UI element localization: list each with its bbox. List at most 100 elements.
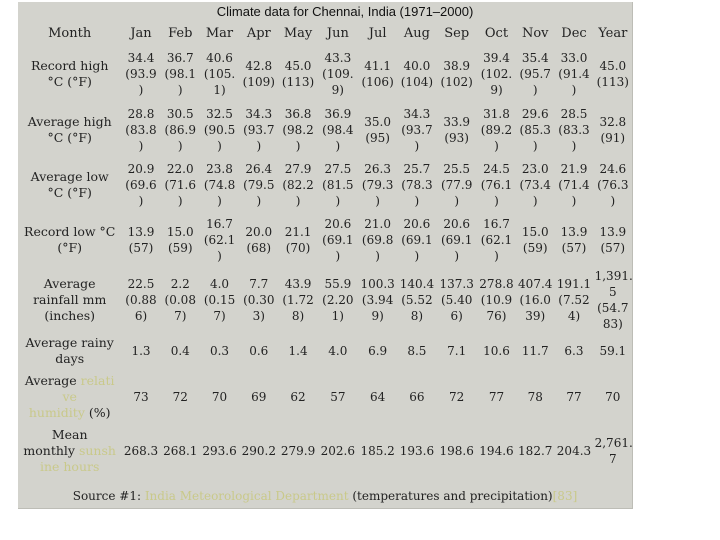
table-cell: 7.1 bbox=[447, 344, 467, 358]
table-cell: 7.7 (0.30 3) bbox=[243, 277, 275, 323]
table-cell: 64 bbox=[369, 390, 386, 404]
table-title: Climate data for Chennai, India (1971–20… bbox=[216, 4, 474, 19]
table-cell: 278.8 (10.9 76) bbox=[479, 277, 514, 323]
table-cell: 204.3 bbox=[556, 444, 592, 458]
table-cell: 26.3 (79.3 ) bbox=[361, 162, 394, 208]
table-cell: 77 bbox=[566, 390, 582, 404]
climate-table-panel: Climate data for Chennai, India (1971–20… bbox=[18, 2, 633, 509]
table-row: Average rainy days 1.3 0.4 0.3 0.6 1.4 4.0 6.9 8… bbox=[18, 332, 632, 370]
table-row: Average rainfall mm (inches) 22.5 (0.88 6… bbox=[18, 268, 632, 332]
table-cell: 27.9 (82.2 ) bbox=[282, 162, 314, 208]
table-cell: 27.5 (81.5 ) bbox=[322, 162, 354, 208]
table-cell: 22.0 (71.6 ) bbox=[164, 162, 196, 208]
table-cell: 1,391. 5 (54.7 83) bbox=[594, 269, 632, 331]
table-cell: 36.9 (98.4 ) bbox=[322, 107, 354, 153]
row-label-text: Record high °C (°F) bbox=[30, 58, 109, 89]
table-cell: 43.3 (109. 9) bbox=[322, 51, 354, 97]
month-header: Aug bbox=[403, 26, 430, 41]
table-cell: 35.0 (95) bbox=[364, 115, 391, 145]
table-cell: 21.1 (70) bbox=[284, 225, 312, 255]
month-header: Oct bbox=[484, 26, 509, 41]
table-cell: 407.4 (16.0 39) bbox=[518, 277, 553, 323]
table-cell: 0.6 bbox=[249, 344, 269, 358]
table-cell: 34.4 (93.9 ) bbox=[125, 51, 157, 97]
source-note: Source #1: India Meteorological Departme… bbox=[18, 489, 632, 507]
table-cell: 70 bbox=[605, 390, 621, 404]
table-cell: 38.9 (102) bbox=[440, 59, 473, 89]
table-cell: 290.2 bbox=[241, 444, 276, 458]
row-label: Record high °C (°F) bbox=[18, 46, 121, 102]
table-cell: 42.8 (109) bbox=[242, 59, 275, 89]
row-label-text: Average low °C (°F) bbox=[30, 169, 109, 200]
table-cell: 194.6 bbox=[479, 444, 514, 458]
table-cell: 6.9 bbox=[368, 344, 388, 358]
table-cell: 20.6 (69.1 ) bbox=[322, 217, 354, 263]
table-cell: 45.0 (113) bbox=[281, 59, 315, 89]
table-cell: 8.5 bbox=[407, 344, 427, 358]
row-label: Average relati ve humidity (%) bbox=[18, 370, 121, 424]
table-cell: 293.6 bbox=[202, 444, 237, 458]
table-cell: 15.0 (59) bbox=[521, 225, 549, 255]
table-cell: 55.9 (2.20 1) bbox=[322, 277, 354, 323]
row-label-text: (%) bbox=[84, 405, 111, 420]
month-header: Feb bbox=[168, 26, 193, 41]
table-cell: 1.4 bbox=[288, 344, 308, 358]
table-cell: 45.0 (113) bbox=[596, 59, 629, 89]
row-label: Average low °C (°F) bbox=[18, 158, 121, 212]
table-cell: 35.4 (95.7 ) bbox=[519, 51, 551, 97]
table-cell: 43.9 (1.72 8) bbox=[282, 277, 314, 323]
row-label-text: Average rainfall mm (inches) bbox=[33, 276, 107, 323]
row-label: Average rainy days bbox=[18, 332, 121, 370]
header-row: Month Jan Feb Mar Apr May Jun Jul Aug Se… bbox=[18, 22, 632, 46]
month-header: Jan bbox=[130, 26, 152, 41]
table-cell: 77 bbox=[488, 390, 505, 404]
month-header: Dec bbox=[561, 26, 587, 41]
table-cell: 59.1 bbox=[599, 344, 627, 358]
month-corner-label: Month bbox=[48, 26, 92, 41]
table-cell: 24.6 (76.3 ) bbox=[597, 162, 629, 208]
table-cell: 28.8 (83.8 ) bbox=[125, 107, 157, 153]
table-cell: 73 bbox=[133, 390, 149, 404]
row-label-text: Average rainy days bbox=[25, 335, 114, 366]
table-cell: 70 bbox=[211, 390, 228, 404]
table-cell: 32.5 (90.5 ) bbox=[203, 107, 236, 153]
month-header: Jul bbox=[368, 26, 387, 41]
row-label-link[interactable]: relati ve humidity bbox=[28, 373, 115, 420]
table-cell: 39.4 (102. 9) bbox=[480, 51, 513, 97]
table-row: Average low °C (°F) 20.9 (69.6 ) 22.0 (71.… bbox=[18, 158, 632, 212]
table-cell: 24.5 (76.1 ) bbox=[480, 162, 513, 208]
table-cell: 28.5 (83.3 ) bbox=[558, 107, 590, 153]
table-cell: 6.3 bbox=[564, 344, 584, 358]
row-label-text: Average bbox=[24, 373, 81, 388]
month-header: Mar bbox=[205, 26, 234, 41]
source-link-imd[interactable]: India Meteorological Department bbox=[144, 489, 349, 503]
table-cell: 23.0 (73.4 ) bbox=[519, 162, 551, 208]
table-cell: 31.8 (89.2 ) bbox=[480, 107, 513, 153]
table-cell: 13.9 (57) bbox=[127, 225, 155, 255]
row-label: Record low °C (°F) bbox=[18, 212, 121, 268]
table-cell: 21.9 (71.4 ) bbox=[558, 162, 590, 208]
table-cell: 40.6 (105. 1) bbox=[203, 51, 236, 97]
table-cell: 29.6 (85.3 ) bbox=[519, 107, 551, 153]
table-cell: 33.9 (93) bbox=[443, 115, 471, 145]
row-label: Mean monthly sunsh ine hours bbox=[18, 424, 121, 478]
table-cell: 34.3 (93.7 ) bbox=[243, 107, 275, 153]
slide-divider bbox=[0, 512, 720, 518]
source-reference-link[interactable]: [83] bbox=[552, 489, 578, 503]
source-middle: (temperatures and precipitation) bbox=[348, 489, 553, 503]
table-cell: 193.6 bbox=[399, 444, 435, 458]
table-cell: 36.8 (98.2 ) bbox=[282, 107, 314, 153]
row-label-link[interactable]: sunsh ine hours bbox=[39, 443, 116, 474]
row-label-text: Average high °C (°F) bbox=[27, 114, 112, 145]
table-cell: 185.2 bbox=[360, 444, 395, 458]
table-cell: 20.9 (69.6 ) bbox=[125, 162, 157, 208]
table-cell: 198.6 bbox=[439, 444, 474, 458]
month-header: Sep bbox=[444, 26, 470, 41]
table-cell: 72 bbox=[172, 390, 188, 404]
source-prefix: Source #1: bbox=[72, 489, 145, 503]
table-cell: 20.0 (68) bbox=[245, 225, 273, 255]
table-cell: 137.3 (5.40 6) bbox=[439, 277, 474, 323]
row-label-text: Mean monthly bbox=[23, 427, 88, 458]
table-cell: 2,761. 7 bbox=[594, 436, 632, 466]
